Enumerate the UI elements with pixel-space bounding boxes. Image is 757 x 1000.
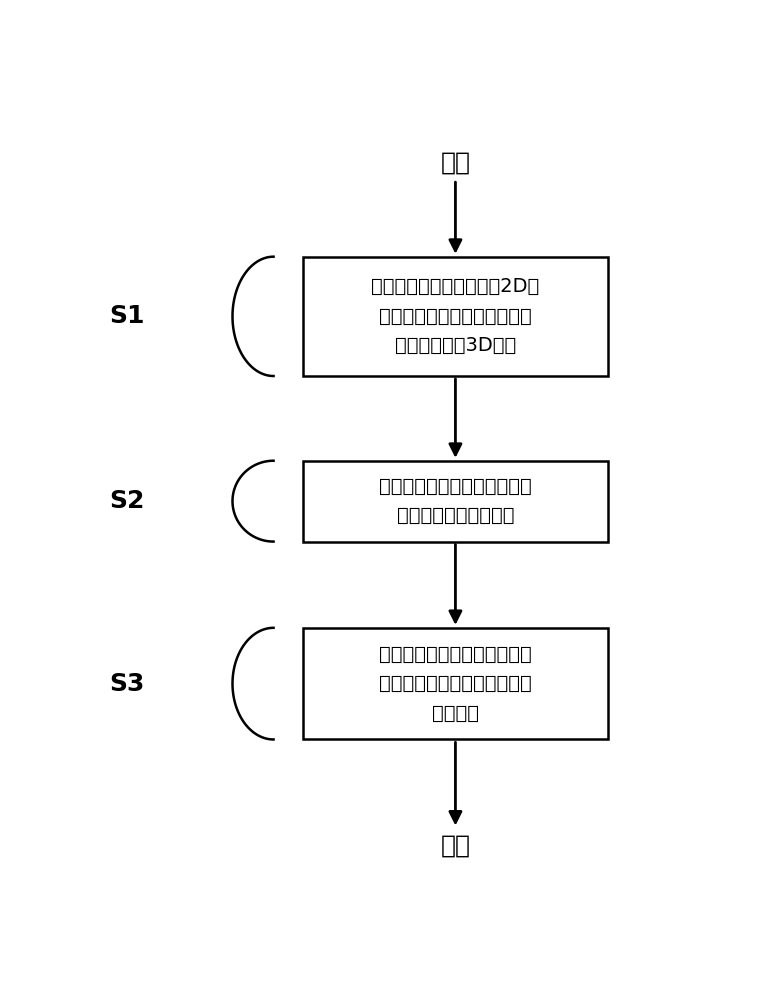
Text: 根据卫星轨道参数，对扫描弧
段进行前推和后推计算: 根据卫星轨道参数，对扫描弧 段进行前推和后推计算 xyxy=(379,477,532,525)
Bar xyxy=(303,257,608,376)
Text: 结束: 结束 xyxy=(441,833,470,857)
Text: 根据时间点逐一计算指向矢量
序列，获取轨道坐标系下的两
个指向角: 根据时间点逐一计算指向矢量 序列，获取轨道坐标系下的两 个指向角 xyxy=(379,645,532,723)
Bar xyxy=(303,628,608,739)
Text: 在地球固连坐标系下规划2D地
面扫描轨迹，并转化至地球惯
性坐标系下的3D轨迹: 在地球固连坐标系下规划2D地 面扫描轨迹，并转化至地球惯 性坐标系下的3D轨迹 xyxy=(371,277,540,355)
Text: S2: S2 xyxy=(109,489,145,513)
Bar xyxy=(303,461,608,542)
Text: S1: S1 xyxy=(109,304,145,328)
Text: S3: S3 xyxy=(109,672,145,696)
Text: 开始: 开始 xyxy=(441,150,470,174)
